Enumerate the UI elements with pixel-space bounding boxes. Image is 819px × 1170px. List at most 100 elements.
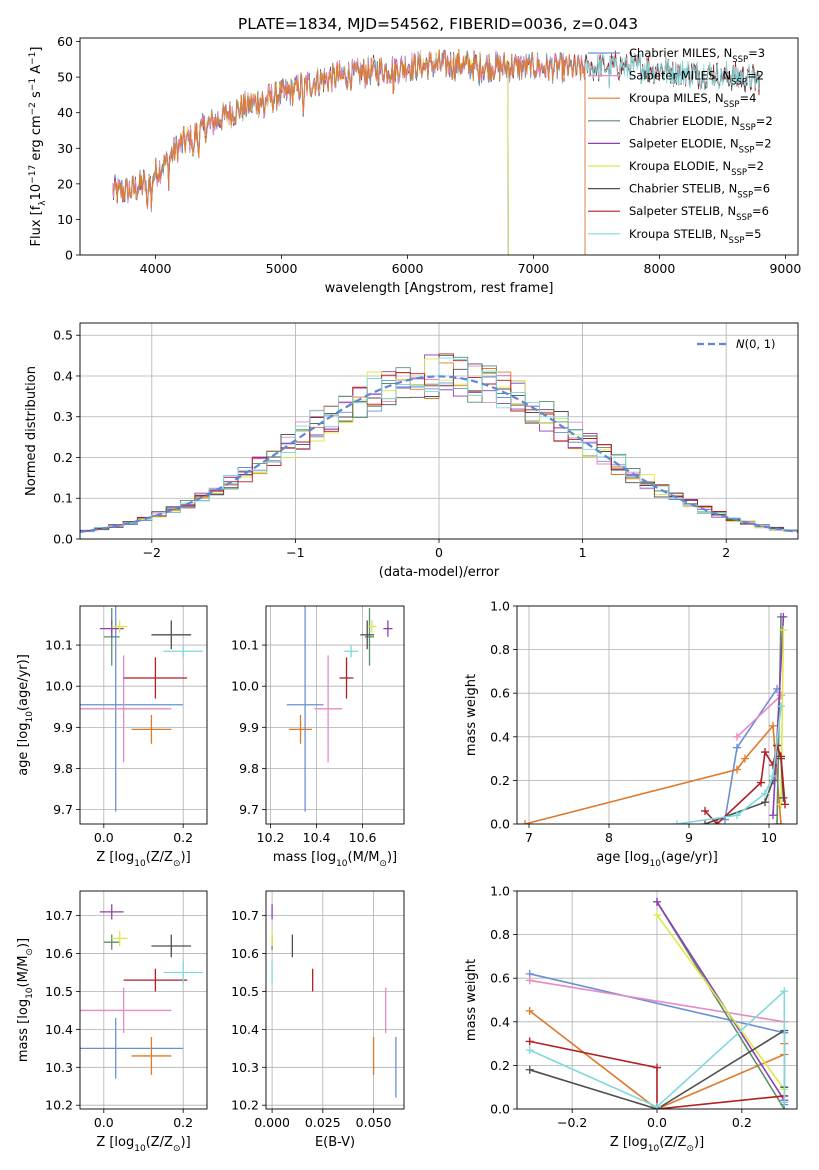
mass_vs_Z-xlabel: Z [log10(Z/Z⊙)] xyxy=(96,1135,190,1154)
weight-marker-salpeter_stelib xyxy=(525,1037,534,1046)
residual_histogram-ytick-label: 0.1 xyxy=(53,491,73,506)
weight-marker-salpeter_stelib xyxy=(653,1063,661,1072)
weight-marker-salpeter_elodie xyxy=(653,897,661,906)
weight-marker-chabrier_stelib xyxy=(525,1065,534,1074)
weight_vs_Z-ylabel-part: mass weight xyxy=(464,959,479,1041)
weight_vs_age-xtick-label: 8 xyxy=(605,830,613,845)
weight-marker-salpeter_miles xyxy=(733,732,741,741)
legend-label-suffix: =5 xyxy=(744,227,761,241)
age_vs_Z-ylabel-part: (age/yr)] xyxy=(16,654,31,711)
age_vs_mass-ytick-label: 10.0 xyxy=(231,679,259,694)
mass_vs_Z-xlabel-part: ⊙ xyxy=(173,1144,181,1154)
legend-label-sub: SSP xyxy=(731,168,747,178)
mass_vs_Z-ylabel-part: (M/M xyxy=(16,956,31,988)
mass_vs_ebv-ytick-label: 10.5 xyxy=(231,984,259,999)
weight-marker-kroupa_elodie xyxy=(779,625,788,634)
mass_vs_Z-xlabel-part: 10 xyxy=(134,1144,146,1154)
age_vs_mass-xtick-label: 10.2 xyxy=(257,830,285,845)
weight_vs_Z-ytick-label: 0.4 xyxy=(490,1014,510,1029)
errorbar-chabrier_elodie xyxy=(103,934,120,950)
mass_vs_ebv-plot-area xyxy=(266,891,404,1109)
spectrum-xlabel: wavelength [Angstrom, rest frame] xyxy=(325,281,554,296)
mass_vs_ebv-ytick-label: 10.2 xyxy=(231,1098,259,1113)
errorbar-chabrier_miles xyxy=(80,606,184,812)
weight_vs_Z-ytick-label: 0.8 xyxy=(490,927,510,942)
mass_vs_ebv-ytick-label: 10.3 xyxy=(231,1060,259,1075)
weight-marker-salpeter_stelib xyxy=(761,748,769,757)
age_vs_Z-ylabel-part: 10 xyxy=(25,711,35,723)
weight_vs_age-xlabel-part: 10 xyxy=(649,859,661,869)
weight-marker-kroupa_stelib xyxy=(780,1098,789,1107)
weight-marker-salpeter_stelib xyxy=(757,778,765,787)
weight-marker-salpeter_stelib xyxy=(777,752,785,761)
weight-marker-chabrier_stelib xyxy=(701,820,709,824)
residual_histogram-xtick-label: −1 xyxy=(286,545,304,560)
age_vs_mass-plot-area xyxy=(266,606,404,824)
weight-marker-chabrier_miles xyxy=(733,743,741,752)
residual_histogram-content xyxy=(80,353,798,539)
spectrum-ylabel: Flux [fλ10−17 erg cm−2 s−1 A−1] xyxy=(28,47,48,247)
errorbar-chabrier_stelib xyxy=(360,620,375,650)
legend-label-suffix: =2 xyxy=(747,69,764,83)
errorbar-chabrier_miles xyxy=(80,1018,184,1079)
errorbar-salpeter_stelib xyxy=(123,657,188,699)
errorbar-kroupa_stelib xyxy=(163,645,204,658)
legend-label-suffix: =2 xyxy=(756,114,773,128)
legend-label-suffix: =3 xyxy=(748,46,765,60)
residual_histogram-ytick-label: 0.2 xyxy=(53,450,73,465)
age_vs_mass-xlabel-part: (M/M xyxy=(348,850,380,865)
weight_vs_Z-axes: −0.2 0.0 0.2 0.0 0.2 0.4 0.6 0.8 1.0 Z [log10(Z/Z… xyxy=(464,884,798,1154)
spectrum-ytick-label: 40 xyxy=(57,105,73,120)
mass_vs_ebv-xlabel-part: E(B-V) xyxy=(315,1135,355,1150)
age_vs_mass-xlabel-part: mass [log xyxy=(273,850,336,865)
weight-marker-kroupa_stelib xyxy=(761,789,769,798)
weight-marker-kroupa_miles xyxy=(741,754,749,763)
errorbar-kroupa_stelib xyxy=(344,645,358,658)
age_vs_Z-xlabel: Z [log10(Z/Z⊙)] xyxy=(96,850,190,869)
weight-line-chabrier_stelib xyxy=(704,745,785,824)
legend-label-args: (0, 1) xyxy=(745,337,776,351)
age_vs_Z-ytick-label: 9.9 xyxy=(53,720,73,735)
weight_vs_age-ylabel-part: mass weight xyxy=(464,674,479,756)
weight-marker-kroupa_elodie xyxy=(653,910,661,919)
spectrum-ytick-label: 10 xyxy=(57,212,73,227)
residual_histogram-ylabel-part: Normed distribution xyxy=(24,366,39,496)
mass_vs_ebv-frame xyxy=(265,890,405,1110)
errorbar-salpeter_miles xyxy=(80,655,172,763)
mass_vs_Z-ylabel-part: 10 xyxy=(25,987,35,999)
errorbar-salpeter_stelib xyxy=(123,968,188,992)
errorbar-kroupa_elodie xyxy=(111,620,128,633)
errorbar-salpeter_miles xyxy=(314,655,342,763)
residual_histogram-xtick-label: 1 xyxy=(579,545,587,560)
weight-marker-kroupa_miles xyxy=(769,721,777,730)
spectrum-xtick-label: 9000 xyxy=(769,261,801,276)
residual_histogram-xtick-label: −2 xyxy=(143,545,161,560)
weight-marker-kroupa_miles xyxy=(521,820,529,824)
age_vs_mass-xtick-label: 10.6 xyxy=(349,830,377,845)
weight-line-salpeter_stelib xyxy=(529,1040,785,1109)
legend-label-suffix: =2 xyxy=(747,159,764,173)
weight-marker-salpeter_stelib xyxy=(769,761,777,770)
weight_vs_Z-xlabel-part: )] xyxy=(694,1135,704,1150)
mass_vs_Z-xlabel-part: (Z/Z xyxy=(146,1135,173,1150)
weight_vs_age-frame xyxy=(516,605,798,825)
weight_vs_Z-frame xyxy=(516,890,798,1110)
errorbar-kroupa_miles xyxy=(131,715,172,744)
weight-marker-kroupa_miles xyxy=(777,820,785,824)
legend-label-sub: SSP xyxy=(731,78,747,88)
spectrum-line-salpeter_miles xyxy=(112,49,586,255)
mass_vs_ebv-ytick-label: 10.7 xyxy=(231,908,259,923)
spectrum-ylabel-part: s xyxy=(29,91,44,102)
legend-label: Kroupa MILES, NSSP=4 xyxy=(629,91,756,110)
legend-label-suffix: =6 xyxy=(753,182,770,196)
weight_vs_age-ytick-label: 0.2 xyxy=(490,773,510,788)
age_vs_Z-ytick-label: 9.7 xyxy=(53,802,73,817)
mass_vs_Z-ylabel-part: ⊙ xyxy=(25,948,35,956)
weight-marker-kroupa_stelib xyxy=(525,1046,534,1055)
mass_vs_ebv-content xyxy=(271,904,397,1098)
spectrum-ytick-label: 50 xyxy=(57,70,73,85)
legend-label: Salpeter ELODIE, NSSP=2 xyxy=(629,136,772,155)
weight-marker-kroupa_miles xyxy=(733,765,741,774)
legend-label-sub: SSP xyxy=(729,236,745,246)
